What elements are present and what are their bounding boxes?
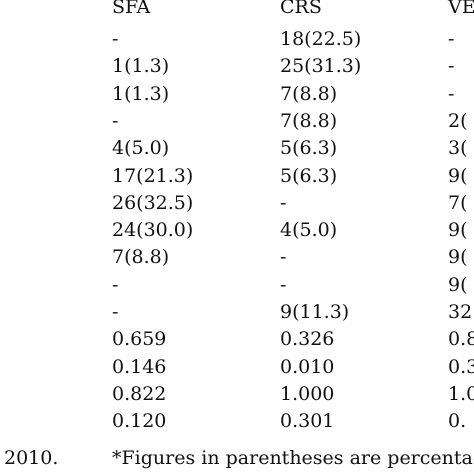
cell-sfa: 26(32.5) bbox=[112, 191, 194, 214]
footer-note: *Figures in parentheses are percentag bbox=[112, 447, 474, 469]
cell-sfa: 0.822 bbox=[112, 382, 167, 405]
cell-sfa: - bbox=[112, 301, 119, 323]
header-crs: CRS bbox=[280, 0, 322, 18]
cell-crs: 7(8.8) bbox=[280, 82, 338, 105]
cell-sfa: - bbox=[112, 273, 119, 296]
cell-sfa: - bbox=[112, 28, 119, 50]
cell-sfa: 4(5.0) bbox=[112, 137, 170, 160]
cell-ve: - bbox=[448, 55, 455, 78]
cell-ve: 3( bbox=[448, 137, 468, 160]
cell-ve: 1.0 bbox=[448, 382, 474, 405]
cell-ve: 7( bbox=[448, 191, 468, 214]
cell-crs: 5(6.3) bbox=[280, 164, 338, 187]
cell-sfa: 1(1.3) bbox=[112, 82, 170, 105]
cell-ve: 9( bbox=[448, 219, 468, 242]
cell-sfa: 7(8.8) bbox=[112, 246, 170, 269]
cell-ve: 9( bbox=[448, 246, 468, 269]
cell-crs: 7(8.8) bbox=[280, 109, 338, 132]
cell-sfa: 17(21.3) bbox=[112, 164, 194, 187]
cell-sfa: 1(1.3) bbox=[112, 55, 170, 78]
cell-sfa: 0.146 bbox=[112, 355, 167, 378]
cell-crs: 18(22.5) bbox=[280, 28, 362, 50]
header-sfa: SFA bbox=[112, 0, 151, 18]
cell-ve: - bbox=[448, 82, 455, 105]
cell-ve: 0. bbox=[448, 410, 467, 433]
cell-crs: 5(6.3) bbox=[280, 137, 338, 160]
cell-crs: - bbox=[280, 273, 287, 296]
cell-crs: 0.010 bbox=[280, 355, 335, 378]
cell-ve: 9( bbox=[448, 164, 468, 187]
cell-crs: 0.326 bbox=[280, 328, 335, 351]
cell-crs: 4(5.0) bbox=[280, 219, 338, 242]
cell-crs: 0.301 bbox=[280, 410, 335, 433]
cell-crs: 25(31.3) bbox=[280, 55, 362, 78]
cell-sfa: - bbox=[112, 109, 119, 132]
cell-sfa: 0.659 bbox=[112, 328, 167, 351]
header-ve: VE bbox=[448, 0, 474, 18]
cell-crs: 1.000 bbox=[280, 382, 335, 405]
cell-crs: - bbox=[280, 246, 287, 269]
cell-ve: - bbox=[448, 28, 455, 50]
cell-sfa: 24(30.0) bbox=[112, 219, 194, 242]
cell-ve: 0.3 bbox=[448, 355, 474, 378]
cell-ve: 32 bbox=[448, 301, 473, 323]
cell-ve: 0.8 bbox=[448, 328, 474, 351]
cell-crs: 9(11.3) bbox=[280, 301, 350, 323]
cell-crs: - bbox=[280, 191, 287, 214]
cell-sfa: 0.120 bbox=[112, 410, 167, 433]
cell-ve: 2( bbox=[448, 109, 468, 132]
cell-ve: 9( bbox=[448, 273, 468, 296]
footer-year: 2010. bbox=[4, 447, 59, 469]
